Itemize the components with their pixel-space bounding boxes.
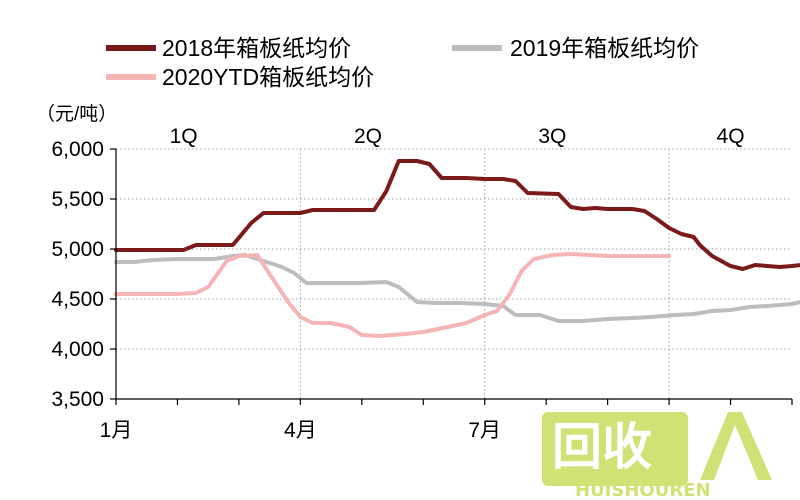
- x-tick-label-1: 4月: [284, 419, 317, 442]
- gridlines: [116, 148, 792, 350]
- series-line-0: [114, 159, 800, 271]
- legend-label-2020: 2020YTD箱板纸均价: [162, 64, 374, 90]
- y-tick-label-4: 4,000: [51, 338, 104, 361]
- y-tick-labels: 6,000 5,500 5,000 4,500 4,000 3,500: [51, 138, 104, 411]
- watermark-logo: 回收 HUISHOUREN: [542, 412, 772, 500]
- y-tick-label-2: 5,000: [51, 238, 104, 261]
- quarter-label-3Q: 3Q: [538, 125, 566, 148]
- x-tick-label-0: 1月: [100, 419, 133, 442]
- watermark-mark-icon: [700, 412, 772, 480]
- x-tick-label-2: 7月: [468, 419, 501, 442]
- series-line-2: [114, 252, 672, 338]
- y-axis-unit-label: （元/吨）: [36, 103, 117, 125]
- legend: 2018年箱板纸均价 2019年箱板纸均价 2020YTD箱板纸均价: [106, 35, 699, 90]
- legend-label-2018: 2018年箱板纸均价: [162, 35, 351, 61]
- series-lines: [114, 159, 800, 338]
- x-tick-labels: 1月 4月 7月: [100, 419, 501, 442]
- legend-label-2019: 2019年箱板纸均价: [510, 35, 699, 61]
- axes: [110, 148, 793, 405]
- watermark-small-text: HUISHOUREN: [575, 480, 711, 500]
- quarter-label-2Q: 2Q: [354, 125, 382, 148]
- watermark-badge: [542, 412, 688, 486]
- watermark-big-text: 回收: [552, 418, 652, 476]
- quarter-labels: 1Q 2Q 3Q 4Q: [170, 125, 745, 148]
- y-tick-label-0: 6,000: [51, 138, 104, 161]
- y-tick-label-5: 3,500: [51, 388, 104, 411]
- y-tick-label-3: 4,500: [51, 288, 104, 311]
- quarter-label-1Q: 1Q: [170, 125, 198, 148]
- quarter-dividers: [299, 149, 670, 399]
- y-tick-label-1: 5,500: [51, 188, 104, 211]
- quarter-label-4Q: 4Q: [717, 125, 745, 148]
